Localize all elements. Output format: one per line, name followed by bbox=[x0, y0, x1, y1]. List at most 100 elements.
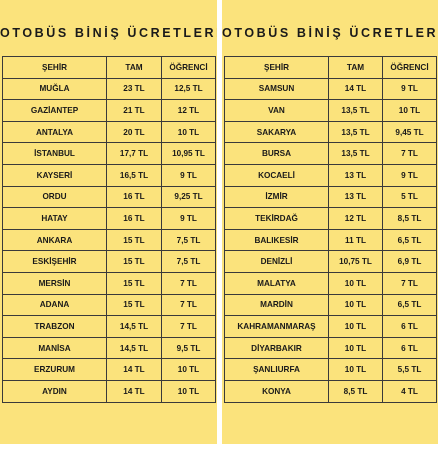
cell-city: İSTANBUL bbox=[2, 142, 107, 165]
table-row: ŞANLIURFA 10 TL 5,5 TL bbox=[224, 358, 437, 381]
table-row: MALATYA 10 TL 7 TL bbox=[224, 271, 437, 295]
table-row: ANKARA 15 TL 7,5 TL bbox=[2, 228, 216, 252]
cell-city: BURSA bbox=[224, 142, 329, 165]
cell-student-fare: 7 TL bbox=[161, 315, 216, 338]
cell-student-fare: 9,45 TL bbox=[382, 120, 437, 144]
cell-city: HATAY bbox=[2, 207, 107, 230]
cell-full-fare: 10 TL bbox=[328, 336, 383, 360]
cell-student-fare: 9 TL bbox=[161, 163, 216, 187]
cell-full-fare: 23 TL bbox=[106, 77, 162, 101]
cell-city: ADANA bbox=[2, 293, 107, 317]
cell-full-fare: 14 TL bbox=[106, 379, 162, 403]
cell-full-fare: 16 TL bbox=[106, 185, 162, 209]
cell-city: KAHRAMANMARAŞ bbox=[224, 315, 329, 338]
table-row: BURSA 13,5 TL 7 TL bbox=[224, 142, 437, 165]
table-row: ADANA 15 TL 7 TL bbox=[2, 293, 216, 317]
table-row: DENİZLİ 10,75 TL 6,9 TL bbox=[224, 250, 437, 273]
cell-student-fare: 6 TL bbox=[382, 315, 437, 338]
cell-full-fare: 10 TL bbox=[328, 293, 383, 317]
table-row: SAMSUN 14 TL 9 TL bbox=[224, 77, 437, 101]
cell-full-fare: 13 TL bbox=[328, 163, 383, 187]
cell-city: GAZİANTEP bbox=[2, 99, 107, 122]
cell-full-fare: 10 TL bbox=[328, 315, 383, 338]
cell-student-fare: 10 TL bbox=[161, 379, 216, 403]
table-row: VAN 13,5 TL 10 TL bbox=[224, 99, 437, 122]
cell-full-fare: 21 TL bbox=[106, 99, 162, 122]
cell-student-fare: 7,5 TL bbox=[161, 228, 216, 252]
cell-student-fare: 12,5 TL bbox=[161, 77, 216, 101]
cell-student-fare: 9,25 TL bbox=[161, 185, 216, 209]
cell-student-fare: 9 TL bbox=[382, 77, 437, 101]
cell-student-fare: 6,9 TL bbox=[382, 250, 437, 273]
table-row: DİYARBAKIR 10 TL 6 TL bbox=[224, 336, 437, 360]
table-row: KAYSERİ 16,5 TL 9 TL bbox=[2, 163, 216, 187]
cell-city: DİYARBAKIR bbox=[224, 336, 329, 360]
cell-full-fare: 11 TL bbox=[328, 228, 383, 252]
cell-full-fare: 13,5 TL bbox=[328, 142, 383, 165]
header-student-fare: ÖĞRENCİ bbox=[382, 56, 437, 79]
cell-student-fare: 12 TL bbox=[161, 99, 216, 122]
cell-city: ERZURUM bbox=[2, 358, 107, 381]
table-row: TRABZON 14,5 TL 7 TL bbox=[2, 315, 216, 338]
table-header-row: ŞEHİR TAM ÖĞRENCİ bbox=[2, 56, 216, 79]
table-row: SAKARYA 13,5 TL 9,45 TL bbox=[224, 120, 437, 144]
cell-city: MANİSA bbox=[2, 336, 107, 360]
cell-full-fare: 14,5 TL bbox=[106, 336, 162, 360]
cell-full-fare: 13,5 TL bbox=[328, 120, 383, 144]
cell-full-fare: 15 TL bbox=[106, 271, 162, 295]
cell-student-fare: 9 TL bbox=[161, 207, 216, 230]
left-panel: OTOBÜS BİNİŞ ÜCRETLERİ ŞEHİR TAM ÖĞRENCİ… bbox=[0, 0, 223, 450]
table-row: İSTANBUL 17,7 TL 10,95 TL bbox=[2, 142, 216, 165]
cell-student-fare: 6,5 TL bbox=[382, 293, 437, 317]
cell-full-fare: 8,5 TL bbox=[328, 379, 383, 403]
right-panel: OTOBÜS BİNİŞ ÜCRETLERİ ŞEHİR TAM ÖĞRENCİ… bbox=[222, 0, 438, 450]
cell-student-fare: 6,5 TL bbox=[382, 228, 437, 252]
cell-full-fare: 20 TL bbox=[106, 120, 162, 144]
cell-full-fare: 14 TL bbox=[106, 358, 162, 381]
cell-full-fare: 15 TL bbox=[106, 250, 162, 273]
cell-student-fare: 10 TL bbox=[382, 99, 437, 122]
cell-city: KONYA bbox=[224, 379, 329, 403]
cell-student-fare: 10 TL bbox=[161, 358, 216, 381]
cell-student-fare: 10 TL bbox=[161, 120, 216, 144]
cell-student-fare: 7 TL bbox=[161, 293, 216, 317]
cell-city: MUĞLA bbox=[2, 77, 107, 101]
cell-full-fare: 15 TL bbox=[106, 228, 162, 252]
bottom-strip bbox=[0, 444, 438, 450]
cell-city: MERSİN bbox=[2, 271, 107, 295]
cell-city: KAYSERİ bbox=[2, 163, 107, 187]
cell-student-fare: 7 TL bbox=[161, 271, 216, 295]
cell-city: SAKARYA bbox=[224, 120, 329, 144]
table-row: MERSİN 15 TL 7 TL bbox=[2, 271, 216, 295]
cell-student-fare: 7 TL bbox=[382, 271, 437, 295]
cell-full-fare: 17,7 TL bbox=[106, 142, 162, 165]
cell-city: ESKİŞEHİR bbox=[2, 250, 107, 273]
cell-city: DENİZLİ bbox=[224, 250, 329, 273]
left-table-body: MUĞLA 23 TL 12,5 TL GAZİANTEP 21 TL 12 TL ANTA… bbox=[2, 77, 216, 403]
left-title: OTOBÜS BİNİŞ ÜCRETLERİ bbox=[0, 26, 223, 40]
table-row: GAZİANTEP 21 TL 12 TL bbox=[2, 99, 216, 122]
right-fare-table: ŞEHİR TAM ÖĞRENCİ SAMSUN 14 TL 9 TL VAN 13,5… bbox=[224, 56, 437, 403]
cell-student-fare: 8,5 TL bbox=[382, 207, 437, 230]
header-city: ŞEHİR bbox=[2, 56, 107, 79]
table-row: MARDİN 10 TL 6,5 TL bbox=[224, 293, 437, 317]
right-title: OTOBÜS BİNİŞ ÜCRETLERİ bbox=[222, 26, 438, 40]
table-row: KONYA 8,5 TL 4 TL bbox=[224, 379, 437, 403]
cell-city: TRABZON bbox=[2, 315, 107, 338]
cell-full-fare: 10 TL bbox=[328, 358, 383, 381]
table-header-row: ŞEHİR TAM ÖĞRENCİ bbox=[224, 56, 437, 79]
cell-full-fare: 16,5 TL bbox=[106, 163, 162, 187]
cell-student-fare: 9 TL bbox=[382, 163, 437, 187]
cell-student-fare: 5 TL bbox=[382, 185, 437, 209]
cell-city: ŞANLIURFA bbox=[224, 358, 329, 381]
table-row: TEKİRDAĞ 12 TL 8,5 TL bbox=[224, 207, 437, 230]
cell-full-fare: 12 TL bbox=[328, 207, 383, 230]
cell-city: MALATYA bbox=[224, 271, 329, 295]
table-row: BALIKESİR 11 TL 6,5 TL bbox=[224, 228, 437, 252]
header-full-fare: TAM bbox=[106, 56, 162, 79]
cell-student-fare: 6 TL bbox=[382, 336, 437, 360]
cell-full-fare: 14 TL bbox=[328, 77, 383, 101]
header-city: ŞEHİR bbox=[224, 56, 329, 79]
cell-city: ORDU bbox=[2, 185, 107, 209]
table-row: AYDIN 14 TL 10 TL bbox=[2, 379, 216, 403]
